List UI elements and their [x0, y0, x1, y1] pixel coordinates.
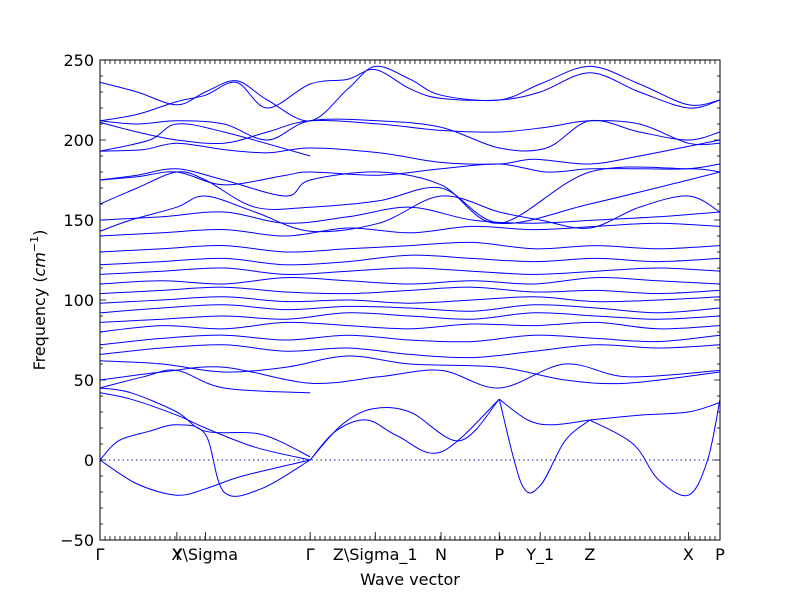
y-tick-label: 150 — [63, 211, 94, 230]
y-axis-label: Frequency (cm−1) — [28, 230, 49, 371]
phonon-band — [99, 254, 721, 266]
kpoint-label: Γ — [96, 545, 105, 564]
kpoint-label: Y\Sigma — [172, 545, 238, 564]
plot-frame — [99, 59, 721, 541]
phonon-band — [99, 387, 311, 458]
phonon-band — [99, 286, 721, 295]
phonon-band — [99, 424, 311, 497]
phonon-band — [99, 355, 721, 385]
y-tick-label: 250 — [63, 51, 94, 70]
phonon-band — [309, 398, 500, 461]
phonon-band — [99, 163, 721, 186]
phonon-band — [99, 363, 721, 389]
phonon-band — [99, 118, 721, 152]
kpoint-label: X — [171, 545, 182, 564]
phonon-band — [99, 369, 311, 394]
phonon-band — [99, 459, 311, 496]
phonon-band — [99, 65, 721, 122]
y-axis-label-main: Frequency ( — [30, 276, 49, 370]
phonon-band — [99, 119, 721, 146]
phonon-band — [498, 398, 590, 426]
x-axis-label: Wave vector — [360, 570, 460, 589]
phonon-band — [309, 398, 500, 461]
kpoint-label: P — [494, 545, 504, 564]
phonon-band — [498, 399, 591, 494]
phonon-band — [99, 277, 721, 285]
kpoint-label: Z\Sigma_1 — [333, 545, 418, 565]
y-tick-label: 50 — [74, 371, 94, 390]
kpoint-label: X — [683, 545, 694, 564]
y-tick-label: −50 — [60, 531, 94, 550]
phonon-band — [589, 401, 721, 421]
phonon-band — [99, 392, 311, 461]
y-axis-label-unit: cm — [30, 252, 49, 276]
kpoint-label: N — [435, 545, 447, 564]
phonon-band — [99, 321, 721, 333]
kpoint-label: Γ — [306, 545, 315, 564]
phonon-band — [99, 296, 721, 304]
y-axis-label-exponent: −1 — [28, 236, 41, 252]
phonon-band — [99, 139, 721, 165]
phonon-band — [99, 344, 721, 359]
phonon-band — [99, 171, 721, 225]
phonon-band — [589, 399, 721, 497]
phonon-band — [99, 312, 721, 323]
y-tick-label: 200 — [63, 131, 94, 150]
phonon-band — [99, 304, 721, 314]
phonon-band — [99, 68, 721, 122]
phonon-band — [99, 206, 721, 224]
kpoint-label: P — [715, 545, 725, 564]
y-tick-label: 100 — [63, 291, 94, 310]
phonon-band — [99, 241, 721, 253]
phonon-band — [99, 195, 721, 233]
y-axis-label-end: ) — [30, 230, 49, 236]
kpoint-label: Y_1 — [525, 545, 554, 565]
kpoint-label: Z — [584, 545, 595, 564]
phonon-band — [99, 123, 311, 157]
phonon-band — [99, 222, 721, 237]
y-tick-label: 0 — [84, 451, 94, 470]
phonon-band — [99, 267, 721, 275]
phonon-band — [99, 334, 721, 346]
